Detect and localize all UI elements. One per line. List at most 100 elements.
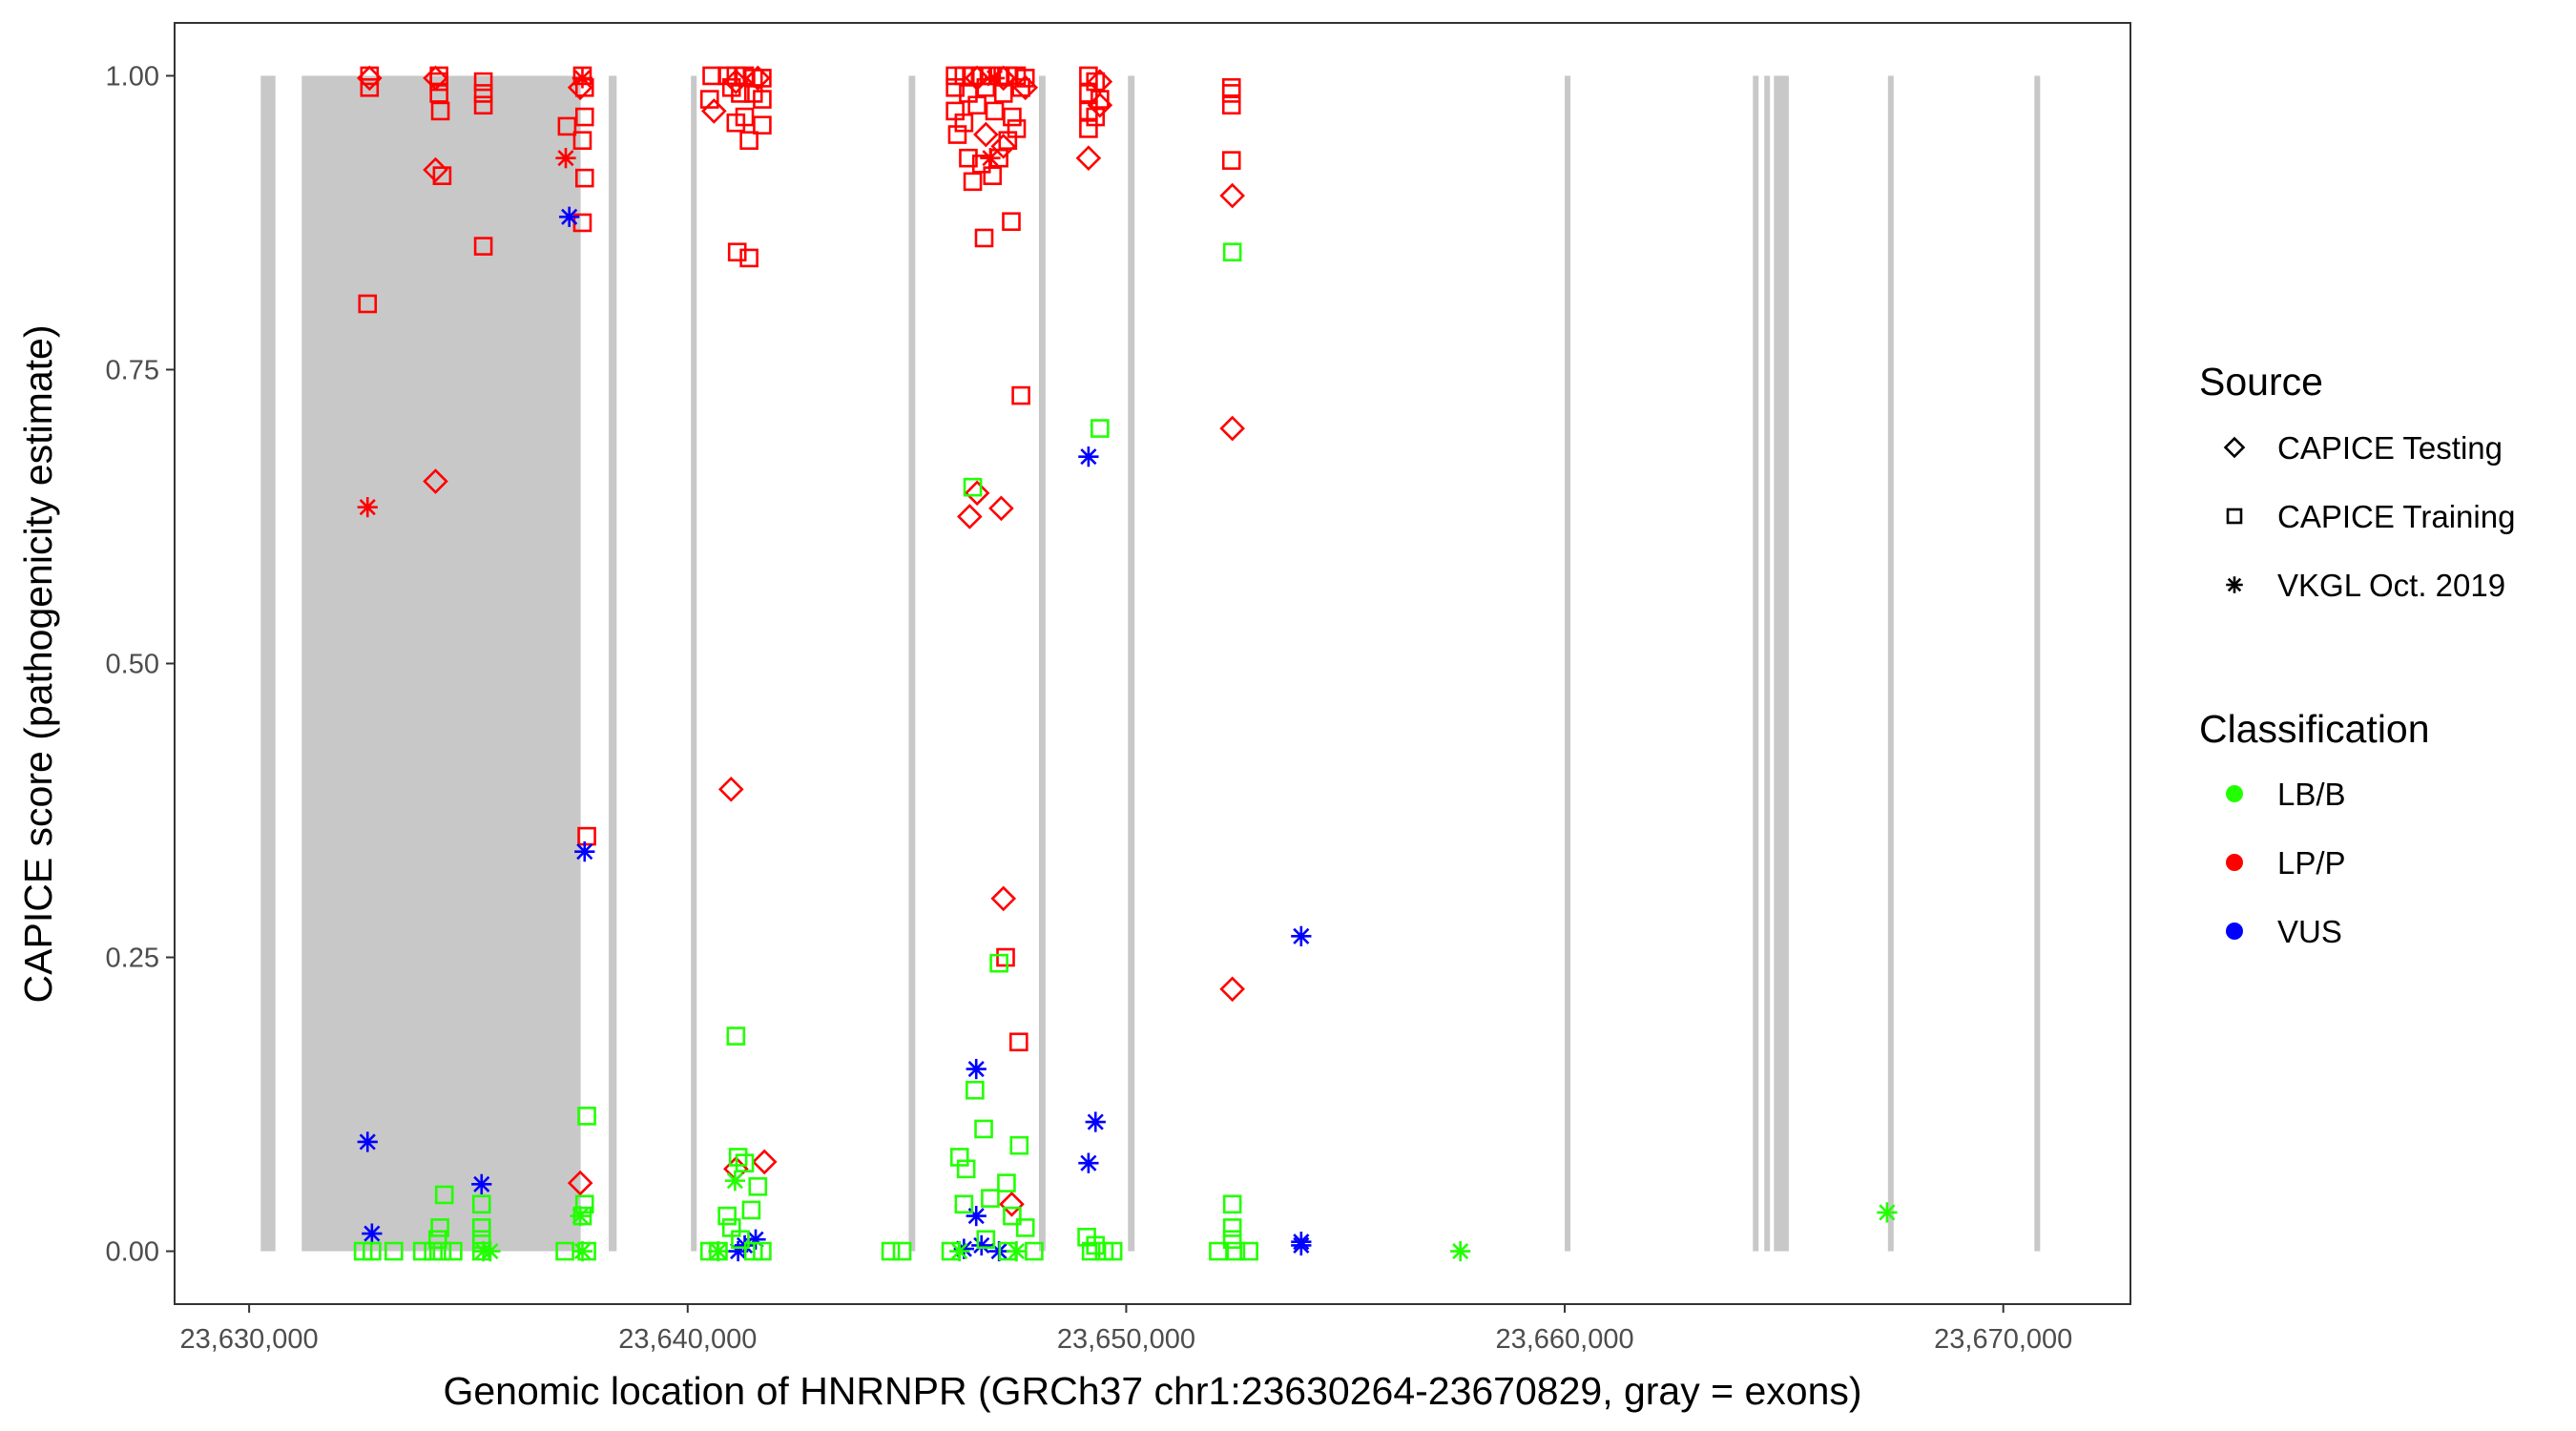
legend-label: LP/P [2277,845,2346,881]
data-point-square [577,826,596,846]
legend-classification-title: Classification [2199,707,2430,751]
data-point-square [739,248,758,268]
legend-item-source: CAPICE Testing [2223,430,2503,466]
data-point-diamond [423,65,448,92]
data-point-square [959,148,978,168]
data-point-diamond [1219,415,1245,442]
data-point-square [1079,119,1098,138]
data-point-square [735,1153,755,1172]
data-point-asterisk [357,1131,378,1152]
data-point-square [572,1206,592,1226]
data-point-square [974,228,994,248]
data-point-asterisk [1085,1111,1106,1132]
x-tick-label: 23,640,000 [618,1324,757,1355]
data-point-asterisk [559,206,580,227]
data-point-asterisk [357,497,378,518]
data-point-square [947,125,967,144]
data-point-asterisk [1450,1240,1471,1262]
legend-key-dot-icon [2226,854,2243,871]
data-point-square [384,1241,404,1261]
data-point-square [739,131,758,151]
data-point-square [577,1107,596,1126]
data-point-diamond [973,121,999,148]
legend-label: CAPICE Training [2277,499,2515,534]
data-point-square [1091,419,1110,438]
exon-band [1038,75,1046,1252]
data-point-square [427,1230,447,1250]
data-point-square [989,953,1008,973]
data-point-asterisk [1291,1234,1312,1256]
data-point-square [949,1148,969,1167]
data-point-square [574,107,594,127]
data-point-square [1002,212,1021,232]
data-point-square [731,84,750,103]
x-axis-title: Genomic location of HNRNPR (GRCh37 chr1:… [443,1369,1861,1413]
y-tick-label: 1.00 [106,61,159,92]
legend-key-square-icon [2226,508,2243,525]
x-tick-label: 23,650,000 [1057,1324,1195,1355]
data-point-square [1222,1218,1242,1237]
legend-label: CAPICE Testing [2277,430,2503,466]
data-point-asterisk [966,1058,987,1080]
exon-bands [260,75,2041,1252]
data-point-asterisk [1877,1202,1898,1223]
x-tick-label: 23,670,000 [1934,1324,2072,1355]
data-point-square [963,477,983,497]
data-point-square [974,1119,993,1139]
data-point-square [432,1241,452,1261]
data-point-square [574,168,594,188]
data-point-square [1009,1032,1028,1052]
data-point-diamond [701,98,727,124]
data-point-square [753,115,772,135]
data-point-square [945,77,965,97]
data-point-square [741,1200,761,1220]
data-point-square [434,1185,454,1205]
data-point-asterisk [724,1171,746,1192]
legend-key-dot-icon [2226,923,2243,940]
data-point-square [993,84,1013,103]
y-tick-label: 0.00 [106,1237,159,1268]
legend-item-classification: LB/B [2226,777,2346,812]
data-point-square [967,95,987,115]
data-point-square [473,95,493,115]
data-point-diamond [1087,92,1113,118]
data-point-square [728,1148,748,1167]
data-point-square [1011,385,1030,405]
data-point-asterisk [574,841,595,862]
data-point-square [555,1241,574,1261]
exon-band [691,75,697,1252]
legend-label: VKGL Oct. 2019 [2277,568,2505,603]
x-tick-label: 23,630,000 [180,1324,319,1355]
data-point-square [1003,1206,1022,1226]
data-point-asterisk [966,1205,987,1227]
y-axis: 0.00 0.25 0.50 0.75 1.00 [106,61,175,1268]
data-point-diamond [723,69,749,94]
data-point-square [717,1206,737,1226]
data-point-square [577,1241,596,1261]
exon-band [1887,75,1894,1252]
data-point-square [1081,1241,1101,1261]
data-point-asterisk [1078,1152,1099,1173]
data-point-square [735,107,755,127]
data-point-square [731,1230,750,1250]
exon-band [1128,75,1135,1252]
data-point-square [358,294,378,314]
data-point-square [1226,1241,1246,1261]
data-point-diamond [990,885,1017,912]
data-point-square [748,1176,768,1196]
data-point-square [430,101,450,121]
data-point-asterisk [1078,446,1099,467]
data-point-square [1003,107,1022,127]
data-point-diamond [1219,976,1245,1003]
data-point-diamond [957,504,983,529]
data-point-diamond [990,65,1017,92]
exon-band [301,75,581,1252]
data-point-square [976,1230,996,1250]
exon-band [1764,75,1771,1252]
data-point-square [574,1194,594,1214]
data-point-diamond [567,1170,593,1196]
data-point-square [753,90,772,109]
data-point-asterisk [555,148,576,169]
legend-key-diamond-icon [2223,436,2246,459]
data-point-square [572,131,592,151]
